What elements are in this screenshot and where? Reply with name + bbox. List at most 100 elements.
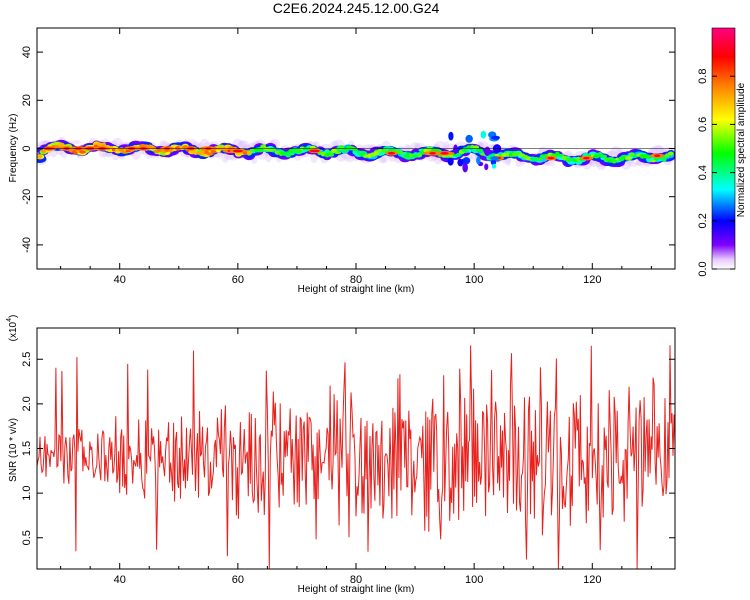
- spectrogram-band-cell: [342, 148, 348, 153]
- spectrogram-band-cell: [466, 145, 472, 150]
- spectrogram-halo-cell: [341, 154, 353, 160]
- spectrogram-band-cell: [346, 145, 351, 151]
- spectrogram-xtick-label: 100: [465, 274, 483, 286]
- snr-xtick-label: 120: [583, 574, 601, 586]
- spectrogram-hot-core: [387, 152, 396, 155]
- snr-ytick-label: 0.5: [21, 530, 33, 545]
- spectrogram-heatmap: [37, 130, 675, 173]
- snr-ytick-label: 1.5: [21, 441, 33, 456]
- spectrogram-band-cell: [611, 159, 617, 164]
- snr-series-line: [37, 345, 675, 569]
- spectrogram-band-cell: [353, 148, 358, 152]
- spectrogram-hot-core: [654, 154, 661, 158]
- spectrogram-band-cell: [416, 153, 422, 158]
- spectrogram-disturbance-cell: [491, 163, 497, 169]
- spectrogram-xlabel: Height of straight line (km): [298, 284, 415, 295]
- colorbar-tick-label: 0.8: [697, 69, 709, 84]
- spectrogram-band-cell: [101, 142, 107, 147]
- spectrogram-hot-core: [583, 156, 590, 160]
- spectrogram-band-cell: [536, 157, 543, 161]
- spectrogram-disturbance-cell: [491, 135, 500, 140]
- spectrogram-band-cell: [399, 151, 404, 155]
- spectrogram-hot-core: [429, 152, 437, 155]
- spectrogram-band-cell: [210, 150, 217, 154]
- colorbar-tick-label: 0.2: [697, 213, 709, 228]
- colorbar-gradient: [711, 27, 736, 270]
- spectrogram-band-cell: [324, 153, 330, 158]
- snr-ylabel: SNR (10 * v/v): [8, 418, 19, 482]
- spectrogram-band-cell: [150, 146, 156, 150]
- spectrogram-ylabel: Frequency (Hz): [8, 114, 19, 183]
- spectrogram-disturbance-cell: [484, 146, 491, 157]
- spectrogram-band-cell: [667, 151, 674, 156]
- spectrogram-halo-cell: [544, 161, 556, 167]
- spectrogram-band-cell: [338, 146, 345, 151]
- spectrogram-halo-cell: [445, 143, 456, 151]
- spectrogram-halo-cell: [238, 140, 249, 149]
- spectrogram-halo-cell: [651, 145, 664, 154]
- spectrogram-disturbance-cell: [457, 158, 464, 167]
- spectrogram-band-cell: [206, 152, 214, 156]
- snr-multiplier: (x104): [6, 315, 19, 342]
- spectrogram-band-cell: [650, 159, 656, 163]
- spectrogram-band-cell: [456, 153, 461, 157]
- spectrogram-panel: 40 60 80 100 120 -40 -20 0 20 40 Height of straig…: [8, 27, 676, 295]
- figure-title: C2E6.2024.245.12.00.G24: [273, 0, 440, 16]
- spectrogram-hot-core: [232, 149, 243, 153]
- spectrogram-ytick-label: 20: [21, 94, 33, 106]
- spectrogram-ytick-label: -20: [21, 189, 33, 205]
- snr-xtick-label: 60: [232, 574, 244, 586]
- snr-xtick-label: 40: [114, 574, 126, 586]
- spectrogram-band-cell: [629, 152, 635, 157]
- spectrogram-halo-cell: [101, 152, 114, 157]
- spectrogram-halo-cell: [237, 140, 246, 149]
- spectrogram-ytick-label: 40: [21, 46, 33, 58]
- spectrogram-band-cell: [592, 154, 600, 159]
- spectrogram-disturbance-cell: [490, 156, 500, 161]
- spectrogram-disturbance-cell: [453, 144, 458, 155]
- colorbar-tick-label: 0.0: [697, 261, 709, 276]
- colorbar-tick-label: 0.6: [697, 117, 709, 132]
- spectrogram-band-cell: [37, 154, 43, 159]
- spectrogram-band-cell: [274, 150, 281, 155]
- spectrogram-band-cell: [476, 148, 483, 153]
- spectrogram-hot-core: [547, 156, 555, 160]
- spectrogram-halo-cell: [71, 139, 81, 145]
- snr-ticks: 40 60 80 100 120 0.5 1.0 1.5 2.0 2.5: [21, 328, 675, 586]
- spectrogram-xtick-label: 60: [232, 274, 244, 286]
- spectrogram-halo-cell: [378, 156, 387, 164]
- spectrogram-halo-cell: [294, 155, 301, 161]
- spectrogram-xtick-label: 40: [114, 274, 126, 286]
- spectrogram-halo-cell: [627, 161, 638, 167]
- spectrogram-halo-cell: [608, 150, 616, 156]
- spectrogram-band-cell: [461, 148, 469, 153]
- spectrogram-halo-cell: [221, 152, 229, 163]
- snr-ytick-label: 2.0: [21, 396, 33, 411]
- colorbar-label: Normalized spectral amplitude: [736, 82, 747, 217]
- spectrogram-ytick-label: 0: [21, 145, 33, 151]
- spectrogram-halo-cell: [380, 156, 388, 163]
- spectrogram-disturbance-cell: [447, 157, 454, 166]
- spectrogram-band-cell: [246, 151, 252, 155]
- spectrogram-disturbance-cell: [448, 131, 454, 141]
- spectrogram-ticks: 40 60 80 100 120 -40 -20 0 20 40: [21, 28, 675, 286]
- spectrogram-halo-cell: [343, 155, 355, 163]
- spectrogram-disturbance-cell: [476, 156, 481, 165]
- spectrogram-band-cell: [599, 154, 608, 159]
- spectrogram-band-cell: [561, 155, 568, 161]
- snr-xlabel: Height of straight line (km): [298, 584, 415, 595]
- snr-ytick-label: 2.5: [21, 352, 33, 367]
- colorbar-tick-label: 0.4: [697, 165, 709, 180]
- spectrogram-band-cell: [79, 150, 86, 154]
- spectrogram-halo-cell: [434, 156, 443, 165]
- spectrogram-xtick-label: 120: [583, 274, 601, 286]
- snr-panel: 40 60 80 100 120 0.5 1.0 1.5 2.0 2.5 Height of st…: [6, 315, 676, 595]
- spectrogram-disturbance-cell: [480, 130, 487, 139]
- spectrogram-band-cell: [267, 148, 273, 152]
- spectrogram-hot-core: [309, 149, 320, 153]
- spectrogram-disturbance-cell: [465, 134, 473, 143]
- spectrogram-band-cell: [356, 150, 362, 154]
- spectrogram-band-cell: [41, 149, 46, 153]
- spectrogram-band-cell: [295, 149, 303, 153]
